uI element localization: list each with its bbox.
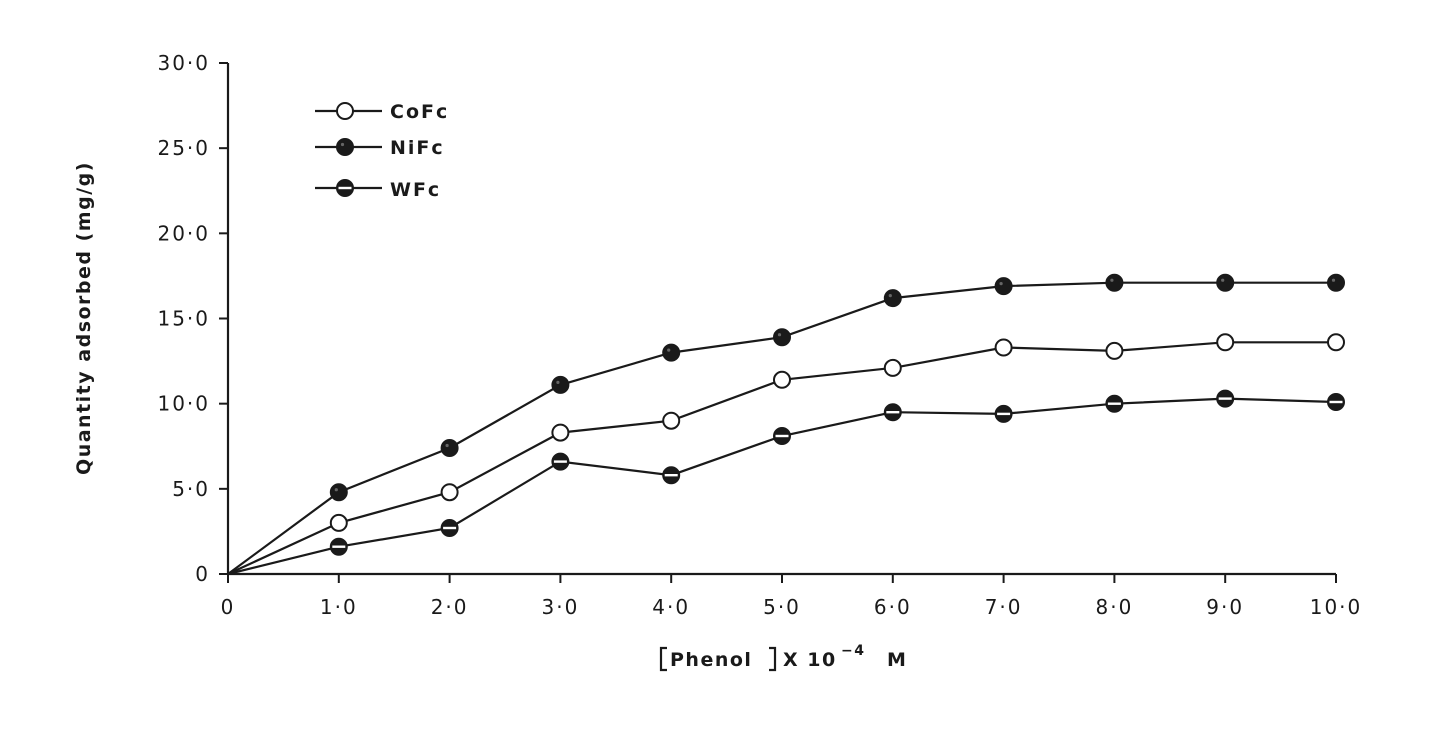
x-tick-label: 4·0 bbox=[652, 595, 690, 619]
data-point-nifc bbox=[773, 328, 791, 347]
data-point-wfc bbox=[773, 427, 791, 445]
legend-marker-wfc bbox=[336, 179, 354, 197]
data-point-cofc bbox=[883, 358, 902, 377]
x-axis-label-main: Phenol bbox=[670, 649, 752, 671]
x-tick-label: 1·0 bbox=[320, 595, 358, 619]
legend-marker-nifc bbox=[336, 138, 354, 156]
x-tick-label: 2·0 bbox=[431, 595, 469, 619]
data-point-nifc bbox=[1327, 273, 1345, 292]
data-point-nifc bbox=[994, 277, 1013, 296]
data-point-cofc bbox=[1216, 333, 1235, 352]
data-point-nifc bbox=[1216, 273, 1235, 292]
legend-label-wfc: WFc bbox=[390, 179, 441, 201]
x-axis-label-suffix: X 10 bbox=[783, 649, 837, 671]
x-axis-label: Phenol X 10 −4 M bbox=[659, 643, 907, 672]
data-point-nifc bbox=[440, 439, 459, 457]
data-point-wfc bbox=[994, 404, 1013, 423]
data-point-wfc bbox=[883, 403, 902, 422]
data-point-wfc bbox=[1105, 394, 1124, 413]
data-point-nifc bbox=[329, 483, 348, 502]
x-axis-label-unit: M bbox=[887, 649, 907, 671]
legend-label-nifc: NiFc bbox=[390, 137, 445, 159]
x-tick-label: 9·0 bbox=[1206, 595, 1244, 619]
x-axis-label-exponent: −4 bbox=[841, 643, 865, 659]
data-point-nifc bbox=[1105, 273, 1124, 292]
y-tick-label: 25·0 bbox=[157, 136, 210, 160]
data-point-cofc bbox=[994, 338, 1013, 357]
x-axis: 0 1·0 2·0 3·0 4·0 5·0 6·0 7·0 8·0 9·0 10·0 bbox=[221, 572, 1363, 619]
legend-item-cofc: CoFc bbox=[315, 101, 449, 123]
x-tick-label: 7·0 bbox=[985, 595, 1023, 619]
x-tick-label: 5·0 bbox=[763, 595, 801, 619]
series-markers bbox=[329, 273, 1345, 556]
y-tick-label: 20·0 bbox=[157, 221, 210, 245]
y-axis: 0 5·0 10·0 15·0 20·0 25·0 30·0 bbox=[157, 51, 230, 586]
data-point-wfc bbox=[1216, 389, 1235, 408]
data-point-wfc bbox=[551, 452, 570, 471]
data-point-nifc bbox=[551, 375, 570, 394]
y-tick-label: 15·0 bbox=[157, 307, 210, 331]
data-point-cofc bbox=[1327, 333, 1345, 352]
y-tick-label: 10·0 bbox=[157, 392, 210, 416]
y-axis-label: Quantity adsorbed (mg/g) bbox=[73, 161, 95, 475]
legend-marker-cofc bbox=[336, 102, 354, 120]
legend-item-wfc: WFc bbox=[315, 179, 441, 201]
legend-item-nifc: NiFc bbox=[315, 137, 445, 159]
y-tick-label: 0 bbox=[195, 562, 210, 586]
data-point-cofc bbox=[440, 483, 459, 502]
data-point-cofc bbox=[1105, 341, 1124, 360]
data-point-cofc bbox=[551, 423, 570, 442]
x-tick-label: 0 bbox=[221, 595, 236, 619]
bracket-left bbox=[659, 646, 667, 672]
x-tick-label: 10·0 bbox=[1310, 595, 1363, 619]
data-point-wfc bbox=[1327, 393, 1345, 411]
bracket-right bbox=[769, 646, 777, 672]
x-tick-label: 3·0 bbox=[541, 595, 579, 619]
x-tick-label: 8·0 bbox=[1095, 595, 1133, 619]
data-point-wfc bbox=[662, 466, 681, 485]
data-point-wfc bbox=[440, 519, 459, 537]
legend: CoFc NiFc WFc bbox=[315, 101, 449, 201]
legend-label-cofc: CoFc bbox=[390, 101, 449, 123]
y-tick-label: 30·0 bbox=[157, 51, 210, 75]
data-point-cofc bbox=[329, 513, 348, 532]
series-line-wfc bbox=[227, 397, 1337, 576]
x-tick-label: 6·0 bbox=[874, 595, 912, 619]
data-point-wfc bbox=[329, 537, 348, 556]
data-point-nifc bbox=[662, 343, 681, 362]
data-point-cofc bbox=[773, 370, 791, 389]
data-point-cofc bbox=[662, 411, 681, 430]
y-tick-label: 5·0 bbox=[172, 477, 210, 501]
data-point-nifc bbox=[883, 289, 902, 308]
